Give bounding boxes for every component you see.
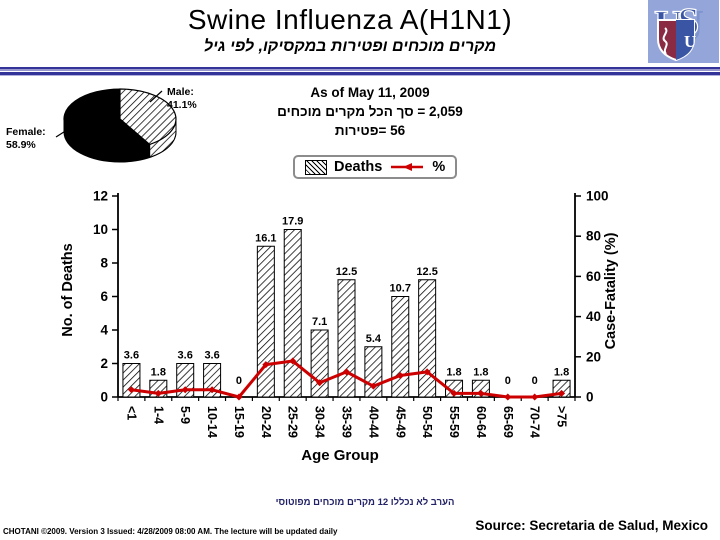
svg-text:U: U — [684, 32, 696, 51]
svg-text:20: 20 — [586, 349, 601, 364]
total-cases-hebrew: 2,059 = סך הכל מקרים מוכחים — [277, 103, 463, 119]
svg-text:>75: >75 — [555, 406, 569, 427]
svg-text:1.8: 1.8 — [446, 366, 461, 378]
svg-text:<1: <1 — [124, 406, 138, 420]
percent-line-swatch-icon — [391, 163, 424, 171]
pie-female-label: Female: 58.9% — [6, 126, 46, 151]
svg-text:12: 12 — [93, 189, 108, 204]
svg-text:0: 0 — [236, 375, 242, 387]
svg-text:0: 0 — [586, 390, 594, 405]
svg-text:65-69: 65-69 — [501, 406, 515, 438]
svg-text:12.5: 12.5 — [336, 266, 357, 278]
page-title: Swine Influenza A(H1N1) — [187, 4, 513, 35]
svg-text:55-59: 55-59 — [447, 406, 461, 438]
right-axis-title: Case-Fatality (%) — [603, 232, 619, 350]
svg-text:40: 40 — [586, 309, 601, 324]
svg-text:17.9: 17.9 — [282, 216, 303, 228]
svg-text:2: 2 — [100, 356, 108, 371]
svg-text:1-4: 1-4 — [151, 406, 165, 424]
legend-percent-label: % — [432, 159, 446, 175]
legend-deaths-label: Deaths — [334, 159, 383, 175]
footnote-hebrew: הערב לא נכללו 12 מקרים מוכחים מפוטוסי — [275, 497, 455, 508]
svg-text:10: 10 — [93, 222, 108, 237]
svg-text:5.4: 5.4 — [366, 333, 382, 345]
svg-text:5-9: 5-9 — [178, 406, 192, 424]
svg-text:4: 4 — [100, 323, 108, 338]
chart-legend: Deaths % — [293, 155, 458, 179]
left-axis-title: No. of Deaths — [60, 243, 76, 337]
svg-text:70-74: 70-74 — [528, 406, 542, 438]
total-deaths-hebrew: 56 =פטירות — [334, 122, 406, 138]
summary-block: As of May 11, 2009 2,059 = סך הכל מקרים … — [250, 84, 490, 141]
svg-text:3.6: 3.6 — [124, 350, 139, 362]
svg-text:10-14: 10-14 — [205, 406, 219, 438]
sex-distribution-pie-chart — [55, 88, 177, 163]
svg-text:10.7: 10.7 — [390, 283, 411, 295]
as-of-date: As of May 11, 2009 — [310, 85, 430, 100]
svg-text:60: 60 — [586, 269, 601, 284]
svg-text:7.1: 7.1 — [312, 316, 327, 328]
svg-text:35-39: 35-39 — [340, 406, 354, 438]
svg-text:15-19: 15-19 — [232, 406, 246, 438]
page-subtitle-hebrew: מקרים מוכחים ופטירות במקסיקו, לפי גיל — [203, 38, 497, 55]
credit-line: CHOTANI ©2009. Version 3 Issued: 4/28/20… — [3, 527, 338, 536]
svg-text:16.1: 16.1 — [255, 232, 276, 244]
svg-text:20-24: 20-24 — [259, 406, 273, 438]
svg-text:50-54: 50-54 — [420, 406, 434, 438]
pie-male-label: Male: 41.1% — [167, 86, 197, 111]
svg-text:0: 0 — [532, 375, 538, 387]
svg-text:1.8: 1.8 — [554, 366, 569, 378]
svg-text:100: 100 — [586, 189, 609, 204]
svg-text:6: 6 — [100, 289, 108, 304]
svg-text:40-44: 40-44 — [366, 406, 380, 438]
header-divider — [0, 67, 720, 76]
svg-text:30-34: 30-34 — [313, 406, 327, 438]
svg-text:0: 0 — [100, 390, 108, 405]
deaths-hatch-swatch-icon — [305, 159, 327, 175]
svg-text:3.6: 3.6 — [204, 350, 219, 362]
source-line: Source: Secretaria de Salud, Mexico — [475, 518, 708, 533]
svg-text:3.6: 3.6 — [178, 350, 193, 362]
svg-text:45-49: 45-49 — [393, 406, 407, 438]
svg-text:80: 80 — [586, 229, 601, 244]
svg-text:60-64: 60-64 — [474, 406, 488, 438]
x-axis-title: Age Group — [301, 447, 379, 464]
svg-text:12.5: 12.5 — [416, 266, 437, 278]
deaths-by-age-chart: 0 2 4 6 8 10 12 0 20 40 60 80 100 3.6 1.8 3.6 3.6 0 16.1 17… — [93, 189, 609, 439]
svg-text:1.8: 1.8 — [151, 366, 166, 378]
usu-logo-icon: U U S U — [648, 0, 719, 63]
svg-text:8: 8 — [100, 256, 108, 271]
svg-text:1.8: 1.8 — [473, 366, 488, 378]
svg-text:25-29: 25-29 — [286, 406, 300, 438]
svg-text:0: 0 — [505, 375, 511, 387]
